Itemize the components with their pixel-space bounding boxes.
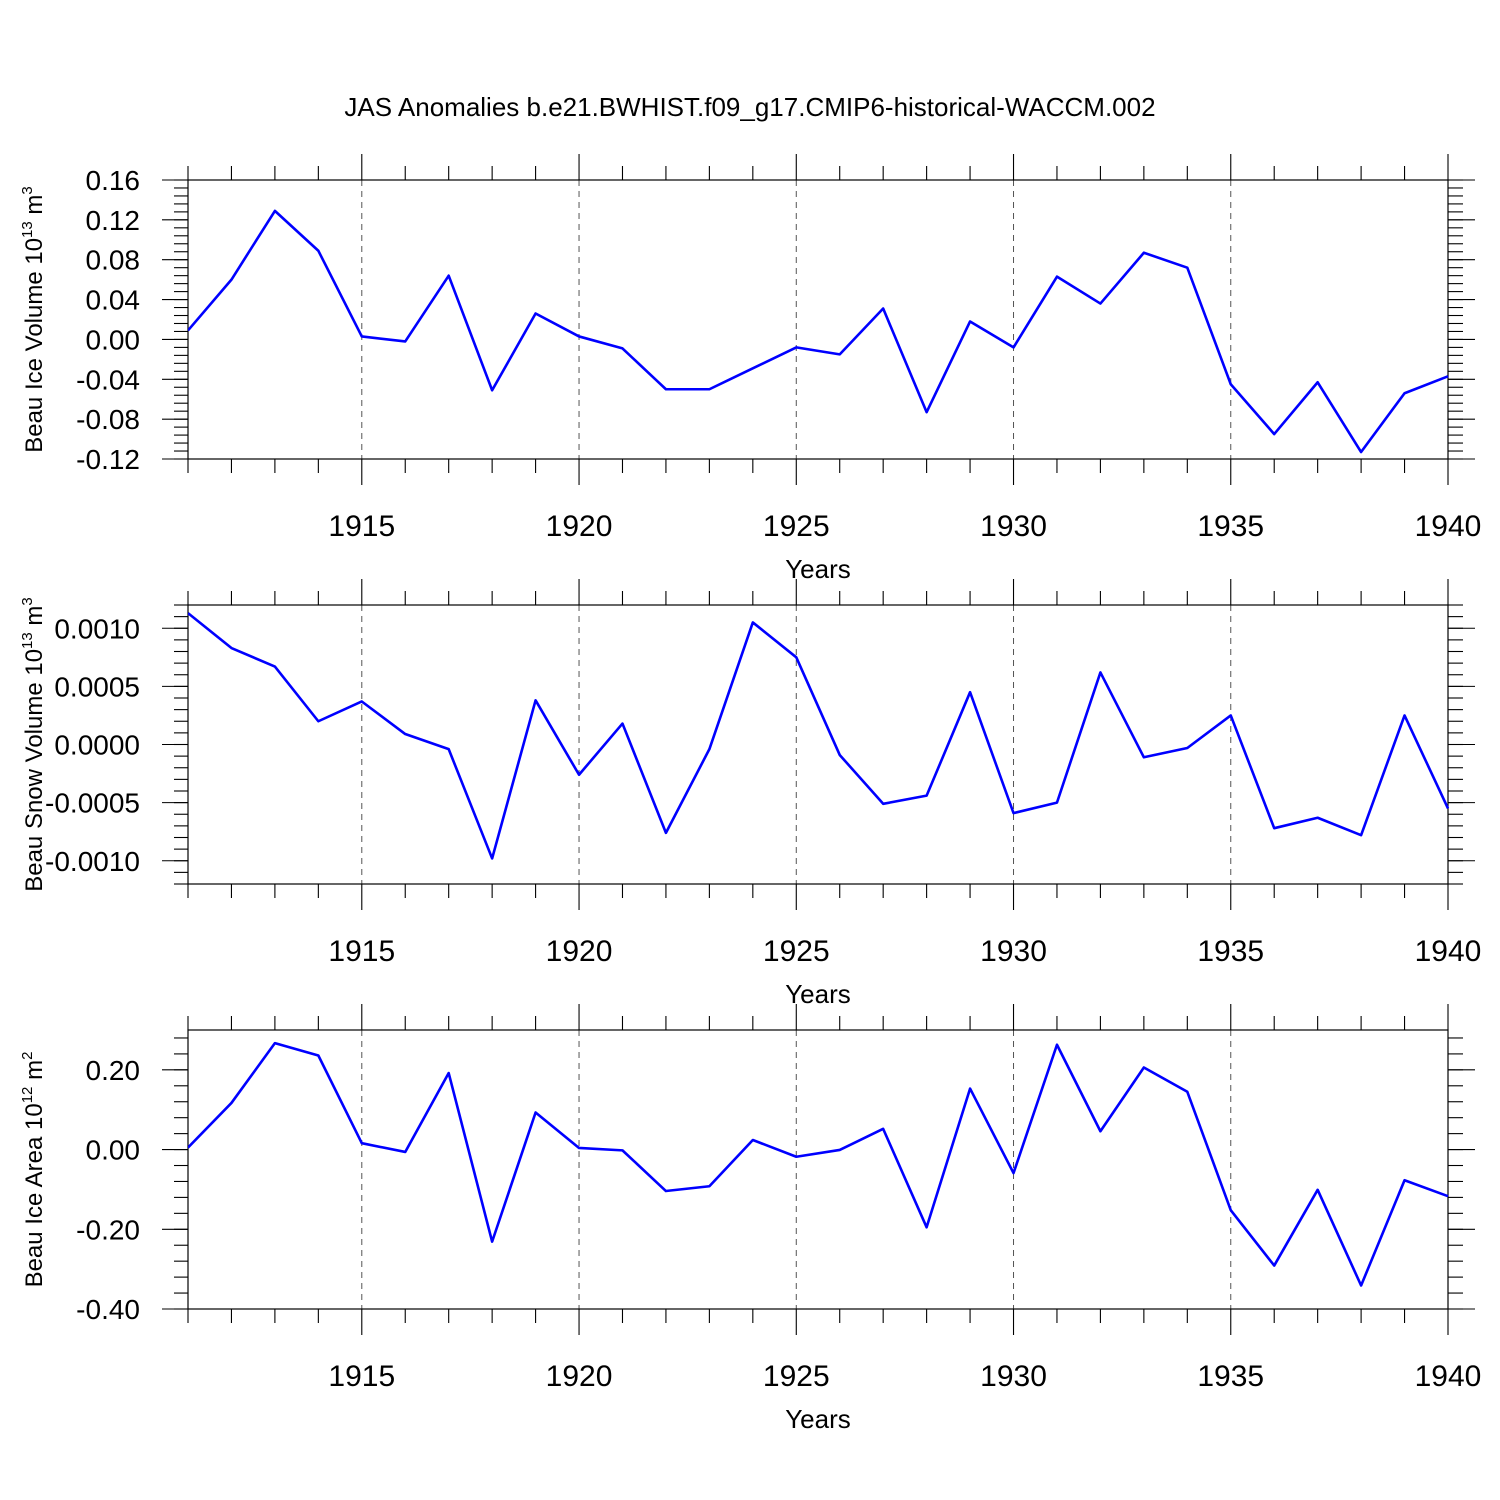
- x-tick-label: 1940: [1415, 1360, 1482, 1393]
- y-axis-label: Beau Ice Volume 1013 m3: [19, 186, 48, 453]
- y-tick-label: 0.00: [86, 324, 141, 355]
- y-tick-label: -0.0005: [45, 788, 140, 819]
- x-tick-label: 1925: [763, 510, 830, 543]
- x-tick-label: 1920: [546, 935, 613, 968]
- y-axis-label-superscript: 12: [19, 1087, 36, 1104]
- x-axis-label: Years: [785, 979, 851, 1009]
- y-tick-label: 0.0005: [54, 671, 140, 702]
- y-axis-label-text: m: [21, 195, 48, 222]
- y-tick-label: 0.04: [86, 285, 141, 316]
- panel-ice-volume: -0.12 -0.08 -0.04 0.00 0.04 0.08 0.12 0.16 1915 1…: [19, 154, 1481, 584]
- x-tick-label: 1940: [1415, 935, 1482, 968]
- y-axis-label-text: m: [21, 1060, 48, 1087]
- y-axis-label-superscript: 2: [19, 1052, 36, 1060]
- x-tick-label: 1935: [1197, 935, 1264, 968]
- x-axis-label: Years: [785, 554, 851, 584]
- series-line: [188, 209, 1449, 454]
- y-axis-label-superscript: 13: [19, 221, 36, 238]
- x-tick-label: 1920: [546, 1360, 613, 1393]
- y-tick-label: 0.12: [86, 205, 141, 236]
- y-axis-label-text: m: [21, 606, 48, 633]
- y-tick-label: 0.0000: [54, 730, 140, 761]
- series-line: [188, 612, 1449, 860]
- panel-ice-area: -0.40 -0.20 0.00 0.20 1915 1920 1925 1930 1935 19…: [19, 1004, 1481, 1434]
- y-axis-label-superscript: 3: [19, 597, 36, 605]
- x-tick-label: 1915: [328, 1360, 395, 1393]
- y-tick-label: -0.40: [76, 1294, 140, 1325]
- y-axis-label-superscript: 13: [19, 632, 36, 649]
- y-tick-label: -0.20: [76, 1214, 140, 1245]
- figure-title: JAS Anomalies b.e21.BWHIST.f09_g17.CMIP6…: [344, 92, 1155, 122]
- y-axis-label-superscript: 3: [19, 186, 36, 194]
- series-line: [188, 1041, 1449, 1287]
- y-tick-label: -0.04: [76, 364, 140, 395]
- x-tick-label: 1920: [546, 510, 613, 543]
- plot-frame: [187, 179, 1449, 460]
- y-tick-label: 0.20: [86, 1055, 141, 1086]
- y-axis-label: Beau Snow Volume 1013 m3: [19, 597, 48, 892]
- plot-frame: [187, 604, 1449, 885]
- x-axis-label: Years: [785, 1404, 851, 1434]
- y-axis-label-text: Beau Ice Area 10: [21, 1103, 48, 1287]
- y-axis-label-text: Beau Ice Volume 10: [21, 238, 48, 453]
- x-tick-label: 1925: [763, 935, 830, 968]
- y-tick-label: -0.12: [76, 444, 140, 475]
- y-tick-label: 0.00: [86, 1135, 141, 1166]
- x-tick-label: 1915: [328, 510, 395, 543]
- panel-snow-volume: -0.0010 -0.0005 0.0000 0.0005 0.0010 1915 1920…: [19, 579, 1481, 1009]
- x-tick-label: 1940: [1415, 510, 1482, 543]
- x-tick-label: 1915: [328, 935, 395, 968]
- y-tick-label: 0.16: [86, 165, 141, 196]
- x-tick-label: 1930: [980, 935, 1047, 968]
- x-tick-label: 1930: [980, 1360, 1047, 1393]
- y-tick-label: -0.0010: [45, 846, 140, 877]
- y-tick-label: -0.08: [76, 404, 140, 435]
- x-tick-label: 1935: [1197, 1360, 1264, 1393]
- x-tick-label: 1935: [1197, 510, 1264, 543]
- x-tick-label: 1925: [763, 1360, 830, 1393]
- y-axis-label-text: Beau Snow Volume 10: [21, 649, 48, 892]
- x-tick-label: 1930: [980, 510, 1047, 543]
- plot-frame: [187, 1029, 1449, 1310]
- y-tick-label: 0.0010: [54, 613, 140, 644]
- y-axis-label: Beau Ice Area 1012 m2: [19, 1052, 48, 1288]
- y-tick-label: 0.08: [86, 245, 141, 276]
